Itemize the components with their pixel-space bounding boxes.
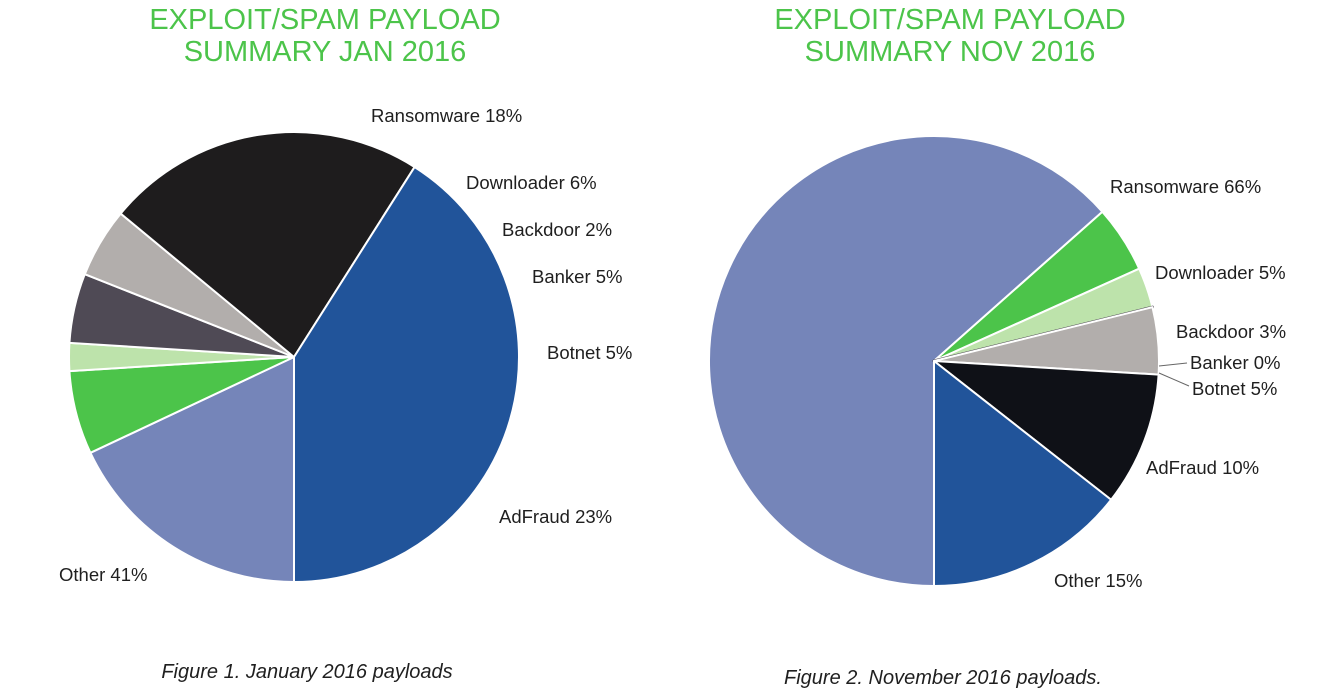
chart-1-slice-other <box>293 166 520 583</box>
chart-2-caption: Figure 2. November 2016 payloads. <box>784 667 1102 689</box>
chart-2-pie <box>708 135 1160 587</box>
chart-2-label-banker: Banker 0% <box>1190 352 1281 373</box>
chart-2-label-backdoor: Backdoor 3% <box>1176 321 1286 342</box>
chart-1-label-backdoor: Backdoor 2% <box>502 219 612 240</box>
chart-1-label-downloader: Downloader 6% <box>466 172 597 193</box>
chart-2-label-downloader: Downloader 5% <box>1155 262 1286 283</box>
chart-1-title-line-1: EXPLOIT/SPAM PAYLOAD <box>149 4 500 36</box>
chart-2-slice-adfraud <box>933 360 1160 501</box>
chart-1-label-ransomware: Ransomware 18% <box>371 105 522 126</box>
chart-2-labels: Ransomware 66% Downloader 5% Backdoor 3%… <box>1054 176 1286 591</box>
chart-nov-2016: EXPLOIT/SPAM PAYLOAD SUMMARY NOV 2016 Ra… <box>708 4 1286 689</box>
chart-2-title-line-1: EXPLOIT/SPAM PAYLOAD <box>774 4 1125 36</box>
chart-1-label-botnet: Botnet 5% <box>547 342 632 363</box>
chart-1-label-adfraud: AdFraud 23% <box>499 506 612 527</box>
chart-1-slice-ransomware <box>89 356 295 583</box>
chart-2-title-line-2: SUMMARY NOV 2016 <box>805 36 1096 68</box>
chart-2-slice-other <box>933 360 1113 587</box>
chart-jan-2016: EXPLOIT/SPAM PAYLOAD SUMMARY JAN 2016 Ra… <box>59 4 632 683</box>
chart-1-slice-adfraud <box>119 131 416 358</box>
chart-2-label-other: Other 15% <box>1054 570 1142 591</box>
chart-1-label-other: Other 41% <box>59 564 147 585</box>
chart-1-labels: Ransomware 18% Downloader 6% Backdoor 2%… <box>59 105 632 585</box>
chart-2-label-botnet: Botnet 5% <box>1192 378 1277 399</box>
chart-1-label-banker: Banker 5% <box>532 266 623 287</box>
chart-2-leader-banker <box>1158 362 1188 367</box>
chart-1-title-line-2: SUMMARY JAN 2016 <box>184 36 467 68</box>
chart-2-label-adfraud: AdFraud 10% <box>1146 457 1259 478</box>
chart-2-leader-botnet <box>1158 372 1190 387</box>
chart-2-slice-ransomware <box>708 135 1104 587</box>
chart-1-pie <box>67 131 520 583</box>
chart-1-caption: Figure 1. January 2016 payloads <box>161 661 452 683</box>
chart-2-label-ransomware: Ransomware 66% <box>1110 176 1261 197</box>
